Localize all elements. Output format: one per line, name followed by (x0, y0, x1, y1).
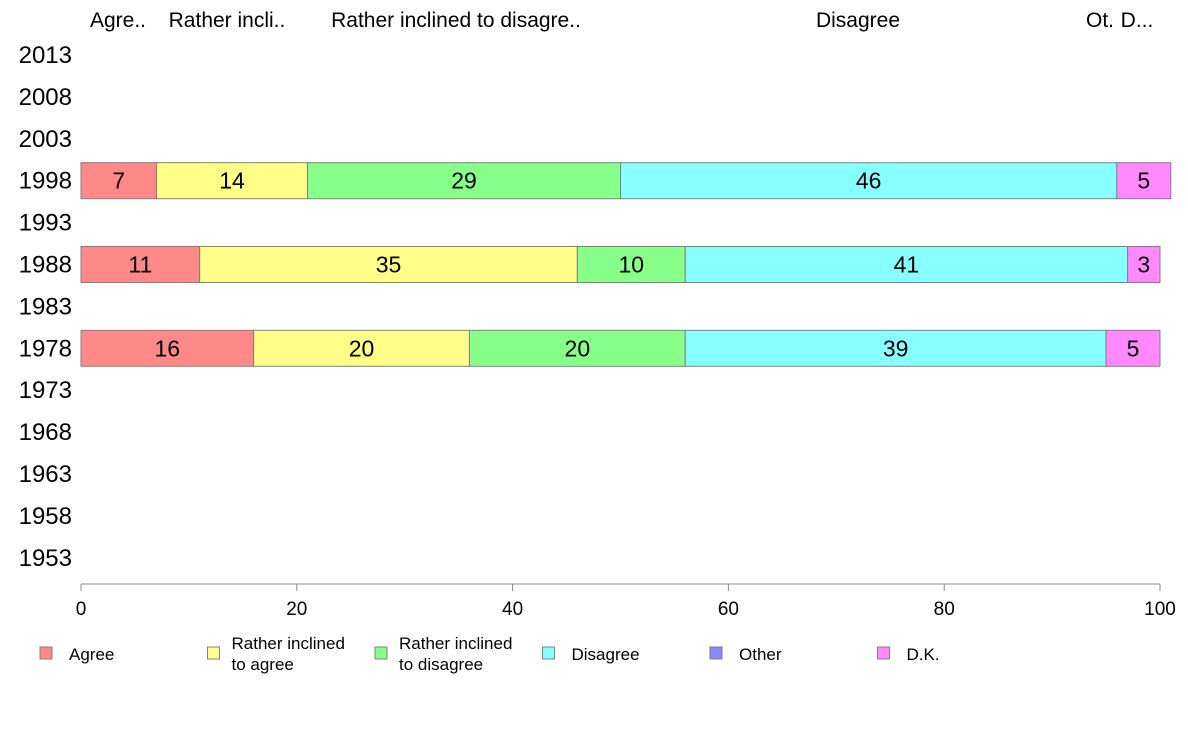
legend-item: Other (709, 645, 782, 664)
data-label: 46 (856, 168, 882, 194)
data-label: 20 (565, 335, 591, 361)
bar-segment (684, 329, 1107, 367)
bar-row-1998: 7 14 29 46 5 (80, 162, 1172, 200)
bar-segment (199, 246, 578, 283)
bar-segment (1116, 162, 1172, 200)
legend-label: to agree (232, 655, 294, 674)
legend-swatch (374, 646, 388, 660)
data-label: 5 (1137, 168, 1150, 194)
legend-item: D.K. (877, 645, 940, 664)
data-label: 10 (618, 252, 644, 278)
legend-swatch (39, 646, 53, 660)
data-label: 11 (128, 252, 152, 278)
data-label: 29 (451, 168, 477, 194)
x-axis: 0 20 40 60 80 100 (76, 583, 1176, 620)
legend-item: Agree (39, 645, 114, 664)
bar-row-1988: 11 35 10 41 3 (80, 246, 1161, 283)
x-tick-label: 60 (718, 599, 739, 620)
bar-segment (1127, 246, 1161, 283)
y-tick-label: 1953 (19, 545, 72, 572)
bar-segment (576, 246, 686, 283)
bar-segment (253, 329, 470, 367)
legend-label: Rather inclined (232, 634, 345, 653)
data-label: 16 (155, 335, 181, 361)
x-tick-label: 20 (286, 599, 307, 620)
legend-label: Agree (69, 645, 114, 664)
bar-segment (80, 162, 158, 200)
bars: 7 14 29 46 5 11 35 10 41 3 16 20 20 39 5 (80, 162, 1172, 367)
col-header-other: Ot. (1086, 9, 1114, 32)
bar-row-1978: 16 20 20 39 5 (80, 329, 1161, 367)
legend-swatch (709, 646, 723, 660)
y-tick-label: 1983 (19, 293, 72, 320)
x-tick-label: 40 (502, 599, 523, 620)
data-label: 39 (883, 335, 909, 361)
bar-segment (307, 162, 621, 200)
data-label: 20 (349, 335, 375, 361)
y-tick-label: 1978 (19, 335, 72, 362)
y-tick-label: 2008 (19, 84, 72, 111)
y-axis: 2013 2008 2003 1998 1993 1988 1983 1978 1973 1968… (19, 42, 72, 572)
bar-segment (1105, 329, 1161, 367)
legend-label: D.K. (907, 645, 940, 664)
data-label: 5 (1127, 335, 1140, 361)
x-tick-label: 100 (1144, 599, 1176, 620)
y-tick-label: 1988 (19, 252, 72, 279)
bar-segment (80, 246, 201, 283)
legend-swatch (542, 646, 555, 660)
col-header-rather-agree: Rather incli.. (169, 9, 286, 32)
column-headers: Agre.. Rather incli.. Rather inclined to d… (90, 9, 1153, 32)
bar-segment (684, 246, 1129, 283)
data-label: 7 (112, 168, 125, 194)
legend-swatch (207, 646, 220, 660)
y-tick-label: 2013 (19, 42, 72, 69)
legend-item: Rather inclined to agree (207, 634, 345, 674)
y-tick-label: 1968 (19, 419, 72, 446)
legend-item: Rather inclined to disagree (374, 634, 512, 674)
y-tick-label: 1958 (19, 503, 72, 530)
y-tick-label: 1973 (19, 377, 72, 404)
y-tick-label: 1963 (19, 461, 72, 488)
legend-item: Disagree (542, 645, 640, 664)
data-label: 3 (1137, 252, 1150, 278)
col-header-disagree: Disagree (816, 9, 900, 32)
col-header-dk: D... (1121, 9, 1154, 32)
bar-segment (620, 162, 1118, 200)
y-tick-label: 1998 (19, 168, 72, 195)
legend-label: Rather inclined (399, 634, 512, 653)
bar-segment (156, 162, 309, 200)
legend-label: Other (739, 645, 782, 664)
col-header-agree: Agre.. (90, 9, 146, 32)
data-label: 41 (894, 252, 920, 278)
y-tick-label: 1993 (19, 210, 72, 237)
bar-segment (468, 329, 686, 367)
legend-swatch (877, 646, 890, 660)
col-header-rather-disagree: Rather inclined to disagre.. (331, 9, 581, 32)
legend-label: Disagree (572, 645, 640, 664)
y-tick-label: 2003 (19, 126, 72, 153)
data-label: 14 (219, 168, 245, 194)
x-tick-label: 0 (76, 599, 87, 620)
x-tick-label: 80 (934, 599, 955, 620)
data-label: 35 (376, 252, 402, 278)
legend-label: to disagree (399, 655, 483, 674)
